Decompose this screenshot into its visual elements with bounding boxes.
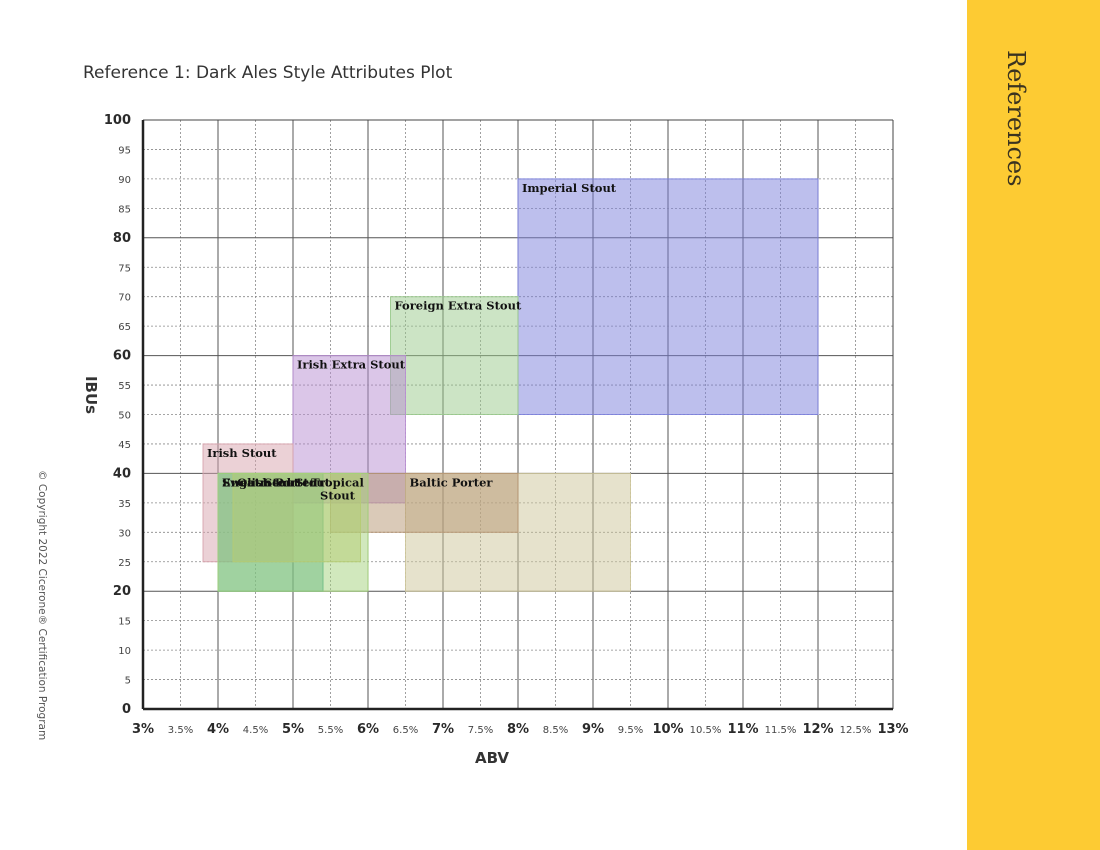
x-tick-label-13: 9.5%	[618, 725, 643, 736]
y-tick-label-0: 0	[122, 702, 131, 717]
x-tick-label-8: 7%	[432, 722, 454, 737]
y-tick-label-18: 90	[118, 175, 131, 186]
y-tick-label-2: 10	[118, 646, 131, 657]
label-irish-stout: Irish Stout	[207, 446, 277, 460]
y-tick-label-17: 85	[118, 204, 131, 215]
label-tropical-stout: Tropical Stout	[311, 475, 364, 502]
label-imperial-stout: Imperial Stout	[522, 181, 617, 195]
x-tick-label-0: 3%	[132, 722, 154, 737]
label-english-porter: English Porter	[222, 475, 316, 489]
box-sweet-stout	[217, 472, 369, 592]
y-tick-label-20: 100	[104, 113, 131, 128]
x-tick-label-17: 11.5%	[765, 725, 797, 736]
y-tick-label-1: 5	[125, 676, 131, 687]
x-tick-label-9: 7.5%	[468, 725, 493, 736]
style-range-boxes	[202, 178, 819, 592]
x-tick-label-11: 8.5%	[543, 725, 568, 736]
x-tick-label-14: 10%	[652, 722, 683, 737]
style-labels: Imperial Stout Foreign Extra Stout Irish E…	[207, 181, 617, 503]
y-tick-label-6: 30	[118, 528, 131, 539]
x-tick-label-12: 9%	[582, 722, 604, 737]
label-baltic-porter: Baltic Porter	[410, 475, 494, 489]
x-tick-label-15: 10.5%	[690, 725, 722, 736]
x-tick-label-6: 6%	[357, 722, 379, 737]
y-tick-label-9: 45	[118, 440, 131, 451]
y-tick-label-19: 95	[118, 145, 131, 156]
x-tick-label-7: 6.5%	[393, 725, 418, 736]
side-panel	[967, 0, 1100, 850]
y-tick-label-10: 50	[118, 411, 131, 422]
x-tick-label-2: 4%	[207, 722, 229, 737]
x-tick-label-18: 12%	[802, 722, 833, 737]
side-tab-title: References	[1002, 50, 1030, 187]
y-tick-label-11: 55	[118, 381, 131, 392]
x-tick-label-5: 5.5%	[318, 725, 343, 736]
y-tick-label-15: 75	[118, 263, 131, 274]
box-imperial-stout	[517, 178, 819, 415]
x-tick-label-20: 13%	[877, 722, 908, 737]
x-tick-label-10: 8%	[507, 722, 529, 737]
x-tick-label-19: 12.5%	[840, 725, 872, 736]
x-tick-label-4: 5%	[282, 722, 304, 737]
y-tick-label-13: 65	[118, 322, 131, 333]
x-axis-label: ABV	[475, 749, 509, 767]
y-tick-label-3: 15	[118, 617, 131, 628]
y-tick-label-8: 40	[113, 466, 131, 481]
y-axis-label: IBUs	[82, 376, 100, 414]
y-tick-label-16: 80	[113, 231, 131, 246]
tick-labels: 3% 3.5% 4% 4.5% 5% 5.5% 6% 6.5% 7% 7.5% 8% 8.5% 9% 9.…	[104, 113, 909, 737]
chart-title: Reference 1: Dark Ales Style Attributes …	[83, 63, 453, 83]
label-sweet-stout: Sweet Stout	[222, 475, 300, 489]
x-tick-label-1: 3.5%	[168, 725, 193, 736]
label-oatmeal-stout: Oatmeal Stout	[237, 475, 331, 489]
y-tick-label-14: 70	[118, 293, 131, 304]
y-tick-label-12: 60	[113, 349, 131, 364]
label-foreign-extra-stout: Foreign Extra Stout	[395, 299, 522, 313]
y-tick-label-7: 35	[118, 499, 131, 510]
y-tick-label-5: 25	[118, 558, 131, 569]
box-foreign-extra-stout	[390, 296, 519, 416]
label-irish-extra-stout: Irish Extra Stout	[297, 358, 406, 372]
copyright-notice: © Copyright 2022 Cicerone® Certification…	[36, 470, 48, 741]
x-tick-label-3: 4.5%	[243, 725, 268, 736]
x-tick-label-16: 11%	[727, 722, 758, 737]
y-tick-label-4: 20	[113, 584, 131, 599]
